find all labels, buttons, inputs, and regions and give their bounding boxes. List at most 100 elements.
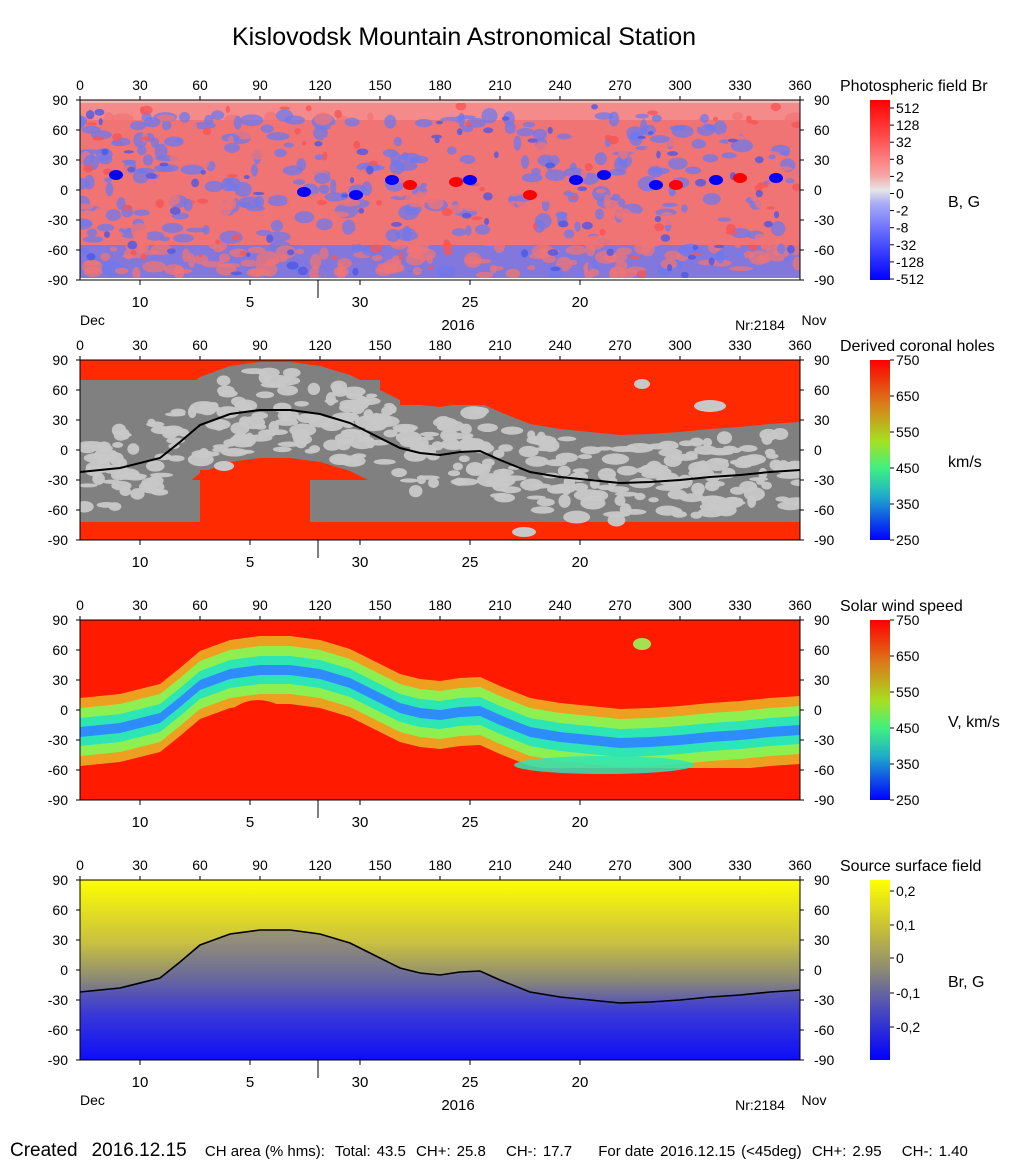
closed-field-patch bbox=[547, 484, 567, 494]
neutral-line bbox=[80, 929, 800, 1004]
x-tick-label: 60 bbox=[192, 77, 208, 93]
field-patch bbox=[266, 258, 280, 265]
field-patch-strong bbox=[461, 212, 472, 219]
footer: Created 2016.12.15 CH area (% hms): Total… bbox=[10, 1140, 1015, 1162]
closed-field-patch bbox=[308, 445, 321, 453]
field-patch bbox=[133, 209, 150, 216]
field-patch bbox=[132, 168, 149, 184]
closed-field-patch bbox=[198, 403, 217, 416]
field-patch-strong bbox=[770, 102, 781, 112]
panel-title: Source surface field bbox=[840, 858, 981, 875]
closed-field-patch bbox=[145, 460, 165, 472]
closed-field-patch bbox=[701, 495, 725, 510]
field-patch bbox=[588, 268, 600, 277]
active-region-spot bbox=[449, 177, 463, 187]
field-patch bbox=[270, 219, 284, 232]
y-tick-label-right: 30 bbox=[814, 932, 830, 948]
field-patch-strong bbox=[746, 115, 752, 124]
field-patch bbox=[104, 177, 113, 183]
field-patch-strong bbox=[98, 117, 103, 126]
colorbar-label: -2 bbox=[896, 203, 909, 219]
field-patch bbox=[108, 230, 124, 237]
closed-field-patch bbox=[536, 498, 555, 507]
field-patch bbox=[505, 268, 521, 279]
closed-field-patch bbox=[452, 462, 463, 471]
field-patch bbox=[635, 113, 649, 119]
closed-field-patch bbox=[212, 447, 231, 453]
field-patch bbox=[312, 235, 331, 240]
date-tick-label: 25 bbox=[462, 294, 479, 311]
date-tick-label: 5 bbox=[246, 814, 254, 831]
colorbar-label: 8 bbox=[896, 151, 904, 167]
field-patch bbox=[412, 266, 422, 276]
date-tick-label: 30 bbox=[352, 814, 369, 831]
field-patch-strong bbox=[356, 148, 369, 156]
closed-field-patch bbox=[403, 448, 428, 462]
field-patch-strong bbox=[366, 165, 374, 175]
active-region-spot bbox=[649, 180, 663, 190]
field-patch-strong bbox=[666, 264, 673, 272]
field-patch-strong bbox=[637, 269, 647, 279]
closed-field-patch bbox=[597, 467, 617, 481]
plot-frame bbox=[79, 879, 801, 1061]
closed-field-patch bbox=[80, 483, 98, 488]
x-tick-label: 360 bbox=[788, 337, 812, 353]
field-patch bbox=[111, 113, 134, 124]
field-patch bbox=[451, 161, 466, 167]
closed-field-patch bbox=[92, 472, 105, 485]
active-region-spot bbox=[769, 173, 783, 183]
field-patch-strong bbox=[230, 271, 243, 276]
date-tick-label: 30 bbox=[352, 554, 369, 571]
field-patch bbox=[764, 238, 777, 247]
closed-field-patch bbox=[498, 444, 513, 452]
field-patch bbox=[444, 224, 456, 241]
field-patch-strong bbox=[112, 133, 123, 142]
field-patch bbox=[82, 236, 104, 243]
month-left-label: Dec bbox=[80, 1092, 105, 1108]
date-tick-label: 25 bbox=[462, 814, 479, 831]
closed-field-patch bbox=[459, 437, 485, 448]
field-patch bbox=[555, 211, 568, 218]
field-patch bbox=[344, 117, 360, 127]
field-patch bbox=[154, 126, 162, 133]
closed-field-patch bbox=[97, 441, 111, 451]
field-patch bbox=[274, 148, 287, 158]
field-patch-strong bbox=[654, 223, 665, 232]
date-tick-label: 10 bbox=[132, 814, 149, 831]
closed-field-patch bbox=[498, 468, 509, 481]
field-patch bbox=[292, 179, 306, 185]
x-tick-label: 300 bbox=[668, 337, 692, 353]
active-region-spot bbox=[385, 175, 399, 185]
field-patch bbox=[738, 188, 751, 201]
field-patch-strong bbox=[456, 128, 463, 136]
field-patch bbox=[122, 253, 146, 259]
field-patch bbox=[205, 156, 224, 162]
field-patch-strong bbox=[330, 255, 338, 260]
field-patch bbox=[337, 258, 352, 269]
field-patch bbox=[423, 232, 440, 246]
field-patch bbox=[447, 120, 459, 135]
field-patch-strong bbox=[763, 220, 773, 228]
closed-field-patch bbox=[416, 475, 427, 485]
field-patch bbox=[256, 229, 272, 237]
closed-island bbox=[634, 379, 650, 389]
colorbar bbox=[870, 360, 890, 540]
chm-value: 17.7 bbox=[542, 1143, 573, 1160]
field-patch bbox=[330, 124, 338, 130]
field-patch bbox=[342, 219, 356, 236]
date-tick-label: 20 bbox=[572, 1074, 589, 1091]
field-patch-strong bbox=[225, 105, 230, 114]
x-tick-label: 30 bbox=[132, 857, 148, 873]
field-patch bbox=[507, 186, 523, 197]
x-tick-label: 0 bbox=[76, 337, 84, 353]
closed-field-patch bbox=[616, 465, 638, 476]
closed-field-patch bbox=[127, 443, 140, 455]
field-patch-strong bbox=[520, 249, 529, 258]
y-tick-label-right: 30 bbox=[814, 152, 830, 168]
closed-field-patch bbox=[621, 508, 647, 515]
fd-chm-value: 1.40 bbox=[938, 1143, 968, 1160]
y-tick-label-left: -90 bbox=[48, 1052, 68, 1068]
field-patch-strong bbox=[294, 128, 301, 135]
field-patch bbox=[335, 115, 350, 128]
closed-field-patch bbox=[477, 423, 498, 433]
